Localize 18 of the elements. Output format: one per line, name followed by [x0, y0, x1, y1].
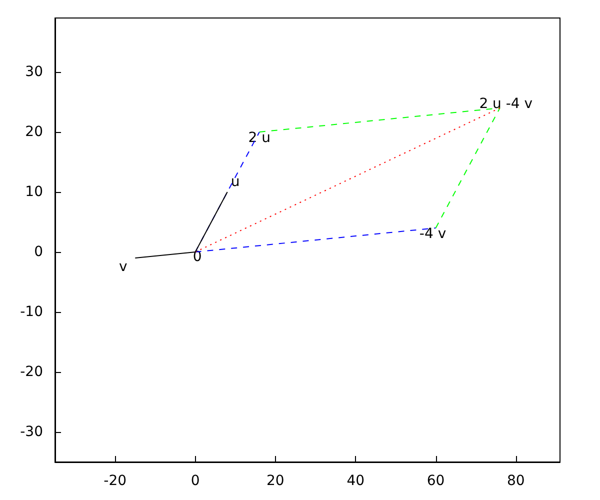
annotation: 2 u: [248, 130, 271, 146]
y-tick-label: -10: [20, 304, 43, 320]
y-tick-label: 30: [25, 64, 43, 80]
x-tick-label: 80: [507, 473, 525, 489]
x-tick-label: 60: [426, 473, 445, 489]
x-tick-label: -20: [104, 473, 127, 489]
x-tick-label: 40: [346, 473, 365, 489]
x-tick-label: 0: [190, 473, 200, 489]
annotation: 2 u -4 v: [479, 96, 533, 112]
x-tick-label: 20: [266, 473, 284, 489]
y-tick-label: 0: [34, 244, 43, 260]
annotation: -4 v: [419, 226, 446, 242]
annotation: v: [119, 259, 128, 275]
annotation: u: [230, 174, 240, 190]
y-tick-label: 20: [25, 124, 43, 140]
y-tick-label: 10: [25, 184, 43, 200]
y-tick-label: -20: [20, 364, 43, 380]
y-tick-label: -30: [20, 424, 43, 440]
